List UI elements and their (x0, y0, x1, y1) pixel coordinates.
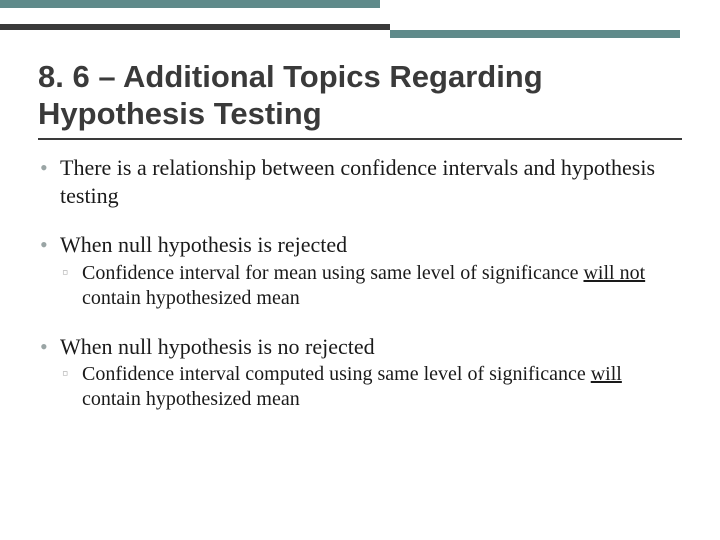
sub-text-underline: will not (583, 262, 645, 284)
bullet-list: There is a relationship between confiden… (38, 154, 682, 412)
teal-bar-left (0, 0, 380, 8)
sub-list: Confidence interval computed using same … (60, 362, 682, 412)
dark-bar (0, 24, 390, 30)
sub-text-underline: will (591, 363, 622, 385)
list-item: When null hypothesis is rejected Confide… (38, 231, 682, 311)
list-item: When null hypothesis is no rejected Conf… (38, 333, 682, 413)
sub-text-post: contain hypothesized mean (82, 388, 300, 410)
sub-list-item: Confidence interval computed using same … (60, 362, 682, 412)
slide-content: 8. 6 – Additional Topics Regarding Hypot… (38, 58, 682, 434)
bullet-text: When null hypothesis is rejected (60, 232, 347, 257)
slide-title: 8. 6 – Additional Topics Regarding Hypot… (38, 58, 682, 140)
sub-list: Confidence interval for mean using same … (60, 261, 682, 311)
sub-text-post: contain hypothesized mean (82, 287, 300, 309)
sub-text-pre: Confidence interval computed using same … (82, 363, 591, 385)
bullet-text: When null hypothesis is no rejected (60, 334, 375, 359)
list-item: There is a relationship between confiden… (38, 154, 682, 209)
teal-bar-right (390, 30, 680, 38)
bullet-text: There is a relationship between confiden… (60, 155, 655, 208)
slide-top-border (0, 0, 720, 36)
sub-text-pre: Confidence interval for mean using same … (82, 262, 583, 284)
sub-list-item: Confidence interval for mean using same … (60, 261, 682, 311)
